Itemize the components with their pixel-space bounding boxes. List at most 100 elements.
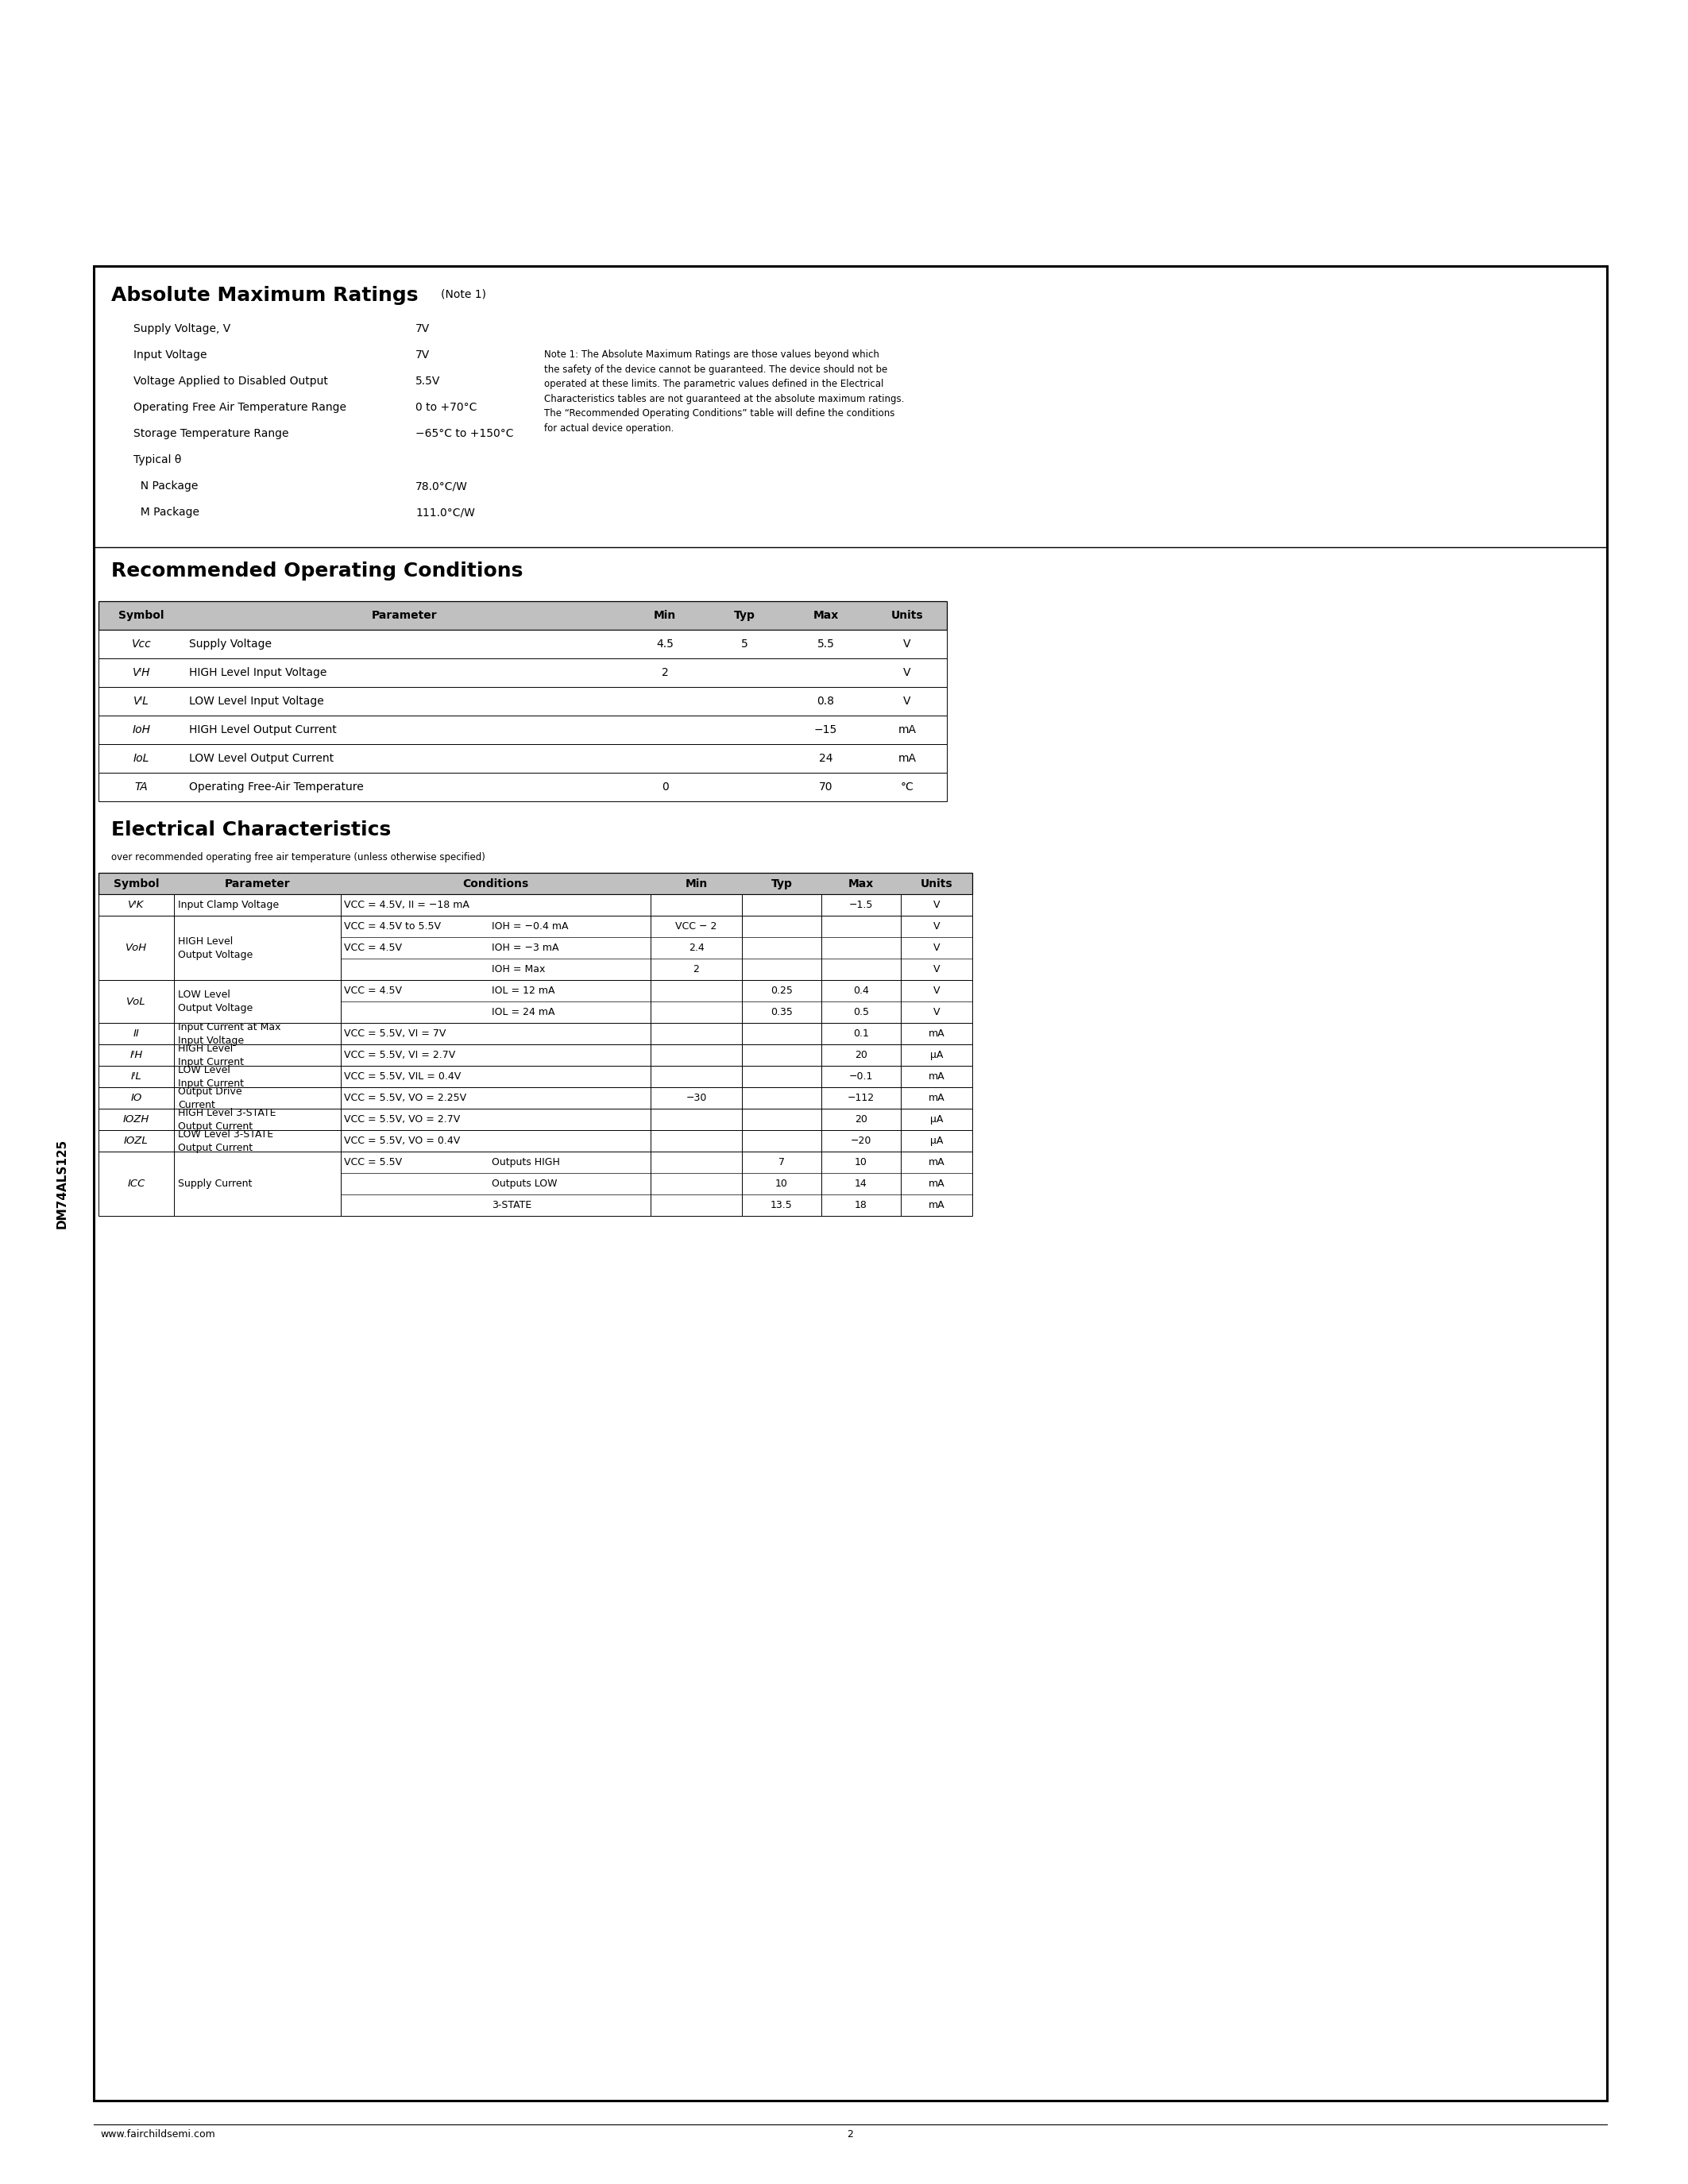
Bar — [98, 1109, 972, 1129]
Text: 14: 14 — [854, 1179, 868, 1188]
Text: Storage Temperature Range: Storage Temperature Range — [133, 428, 289, 439]
Text: −15: −15 — [814, 725, 837, 736]
Text: mA: mA — [928, 1199, 945, 1210]
Text: Vᴄᴄ: Vᴄᴄ — [132, 638, 152, 649]
Bar — [98, 1022, 972, 1044]
Text: −1.5: −1.5 — [849, 900, 873, 911]
Text: −0.1: −0.1 — [849, 1072, 873, 1081]
Text: 5.5V: 5.5V — [415, 376, 441, 387]
Text: VᴵH: VᴵH — [132, 666, 150, 679]
Text: LOW Level Output Current: LOW Level Output Current — [189, 753, 334, 764]
Text: V: V — [933, 1007, 940, 1018]
Text: HIGH Level 3-STATE
Output Current: HIGH Level 3-STATE Output Current — [177, 1107, 277, 1131]
Bar — [98, 745, 947, 773]
Text: 0.35: 0.35 — [770, 1007, 793, 1018]
Text: IOH = −0.4 mA: IOH = −0.4 mA — [491, 922, 569, 933]
Bar — [98, 981, 972, 1022]
Text: Electrical Characteristics: Electrical Characteristics — [111, 821, 392, 839]
Text: Input Clamp Voltage: Input Clamp Voltage — [177, 900, 279, 911]
Text: 0 to +70°C: 0 to +70°C — [415, 402, 478, 413]
Bar — [98, 874, 972, 893]
Text: Outputs LOW: Outputs LOW — [491, 1179, 557, 1188]
Text: HIGH Level Output Current: HIGH Level Output Current — [189, 725, 336, 736]
Text: VCC = 5.5V, VIL = 0.4V: VCC = 5.5V, VIL = 0.4V — [344, 1072, 461, 1081]
Text: Output Drive
Current: Output Drive Current — [177, 1085, 241, 1109]
Text: V: V — [933, 963, 940, 974]
Text: −30: −30 — [685, 1092, 707, 1103]
Text: 0.1: 0.1 — [852, 1029, 869, 1040]
Text: V: V — [933, 900, 940, 911]
Text: Parameter: Parameter — [225, 878, 290, 889]
Text: 7V: 7V — [415, 349, 430, 360]
Text: IOH = Max: IOH = Max — [491, 963, 545, 974]
Text: Min: Min — [653, 609, 677, 620]
Bar — [98, 1044, 972, 1066]
Text: VᴏH: VᴏH — [125, 943, 147, 952]
Text: 2: 2 — [847, 2129, 854, 2140]
Text: TA: TA — [135, 782, 149, 793]
Text: mA: mA — [928, 1029, 945, 1040]
Text: V: V — [933, 922, 940, 933]
Text: V: V — [933, 943, 940, 952]
Text: VCC = 4.5V: VCC = 4.5V — [344, 985, 402, 996]
Text: Input Voltage: Input Voltage — [133, 349, 208, 360]
Text: HIGH Level
Input Current: HIGH Level Input Current — [177, 1044, 243, 1068]
Text: Units: Units — [891, 609, 923, 620]
Text: mA: mA — [928, 1072, 945, 1081]
Text: V: V — [933, 985, 940, 996]
Text: 18: 18 — [854, 1199, 868, 1210]
Text: 78.0°C/W: 78.0°C/W — [415, 480, 468, 491]
Text: Supply Voltage, V: Supply Voltage, V — [133, 323, 231, 334]
Text: VCC = 5.5V, VI = 2.7V: VCC = 5.5V, VI = 2.7V — [344, 1051, 456, 1059]
Text: 5.5: 5.5 — [817, 638, 834, 649]
Text: LOW Level
Input Current: LOW Level Input Current — [177, 1064, 243, 1088]
Text: 13.5: 13.5 — [771, 1199, 793, 1210]
Text: 24: 24 — [819, 753, 832, 764]
Bar — [98, 915, 972, 981]
Text: over recommended operating free air temperature (unless otherwise specified): over recommended operating free air temp… — [111, 852, 484, 863]
Text: 10: 10 — [775, 1179, 788, 1188]
Text: Input Current at Max
Input Voltage: Input Current at Max Input Voltage — [177, 1022, 280, 1046]
Text: Voltage Applied to Disabled Output: Voltage Applied to Disabled Output — [133, 376, 327, 387]
Text: 4.5: 4.5 — [657, 638, 674, 649]
Text: IOL = 12 mA: IOL = 12 mA — [491, 985, 555, 996]
Text: Supply Current: Supply Current — [177, 1179, 252, 1188]
Bar — [98, 1129, 972, 1151]
Bar — [98, 657, 947, 688]
Text: Typical θ: Typical θ — [133, 454, 181, 465]
Text: DM74ALS125: DM74ALS125 — [56, 1138, 68, 1227]
Bar — [95, 266, 1607, 2101]
Text: °C: °C — [900, 782, 913, 793]
Text: −20: −20 — [851, 1136, 871, 1147]
Text: ICC: ICC — [127, 1179, 145, 1188]
Text: mA: mA — [898, 753, 917, 764]
Text: 3-STATE: 3-STATE — [491, 1199, 532, 1210]
Text: HIGH Level
Output Voltage: HIGH Level Output Voltage — [177, 937, 253, 959]
Bar — [98, 716, 947, 745]
Text: VᴏL: VᴏL — [127, 996, 147, 1007]
Text: Supply Voltage: Supply Voltage — [189, 638, 272, 649]
Text: HIGH Level Input Voltage: HIGH Level Input Voltage — [189, 666, 327, 679]
Text: −65°C to +150°C: −65°C to +150°C — [415, 428, 513, 439]
Text: Symbol: Symbol — [118, 609, 164, 620]
Text: VCC = 4.5V to 5.5V: VCC = 4.5V to 5.5V — [344, 922, 441, 933]
Text: IOZL: IOZL — [123, 1136, 149, 1147]
Text: μA: μA — [930, 1114, 944, 1125]
Text: 2: 2 — [694, 963, 699, 974]
Text: 70: 70 — [819, 782, 832, 793]
Text: V: V — [903, 697, 912, 708]
Text: Typ: Typ — [734, 609, 755, 620]
Bar — [98, 688, 947, 716]
Bar — [98, 629, 947, 657]
Text: Max: Max — [849, 878, 874, 889]
Text: 0: 0 — [662, 782, 668, 793]
Text: V: V — [903, 638, 912, 649]
Text: Min: Min — [685, 878, 707, 889]
Text: 111.0°C/W: 111.0°C/W — [415, 507, 474, 518]
Text: VCC = 4.5V, II = −18 mA: VCC = 4.5V, II = −18 mA — [344, 900, 469, 911]
Text: VCC = 5.5V: VCC = 5.5V — [344, 1158, 402, 1168]
Text: Operating Free-Air Temperature: Operating Free-Air Temperature — [189, 782, 363, 793]
Text: IOH = −3 mA: IOH = −3 mA — [491, 943, 559, 952]
Text: μA: μA — [930, 1051, 944, 1059]
Bar — [98, 1151, 972, 1216]
